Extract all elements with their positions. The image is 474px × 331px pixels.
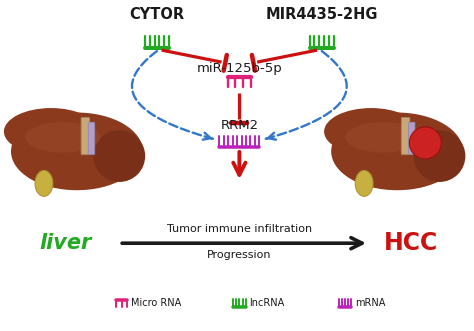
Ellipse shape: [324, 108, 418, 155]
Text: HCC: HCC: [384, 231, 438, 255]
Ellipse shape: [4, 108, 98, 155]
Ellipse shape: [93, 130, 145, 182]
Text: Tumor immune infiltration: Tumor immune infiltration: [167, 224, 312, 234]
Text: RRM2: RRM2: [220, 118, 258, 132]
Text: MIR4435-2HG: MIR4435-2HG: [265, 7, 378, 22]
Text: Micro RNA: Micro RNA: [131, 298, 181, 308]
FancyBboxPatch shape: [81, 118, 90, 155]
Ellipse shape: [414, 130, 465, 182]
FancyBboxPatch shape: [409, 122, 415, 155]
Text: mRNA: mRNA: [355, 298, 385, 308]
Text: lncRNA: lncRNA: [249, 298, 284, 308]
Text: miR-125b-5p: miR-125b-5p: [197, 62, 282, 75]
Text: liver: liver: [39, 233, 91, 253]
Ellipse shape: [345, 122, 420, 153]
Text: Progression: Progression: [207, 250, 272, 260]
Ellipse shape: [35, 170, 53, 196]
Circle shape: [410, 127, 441, 159]
Ellipse shape: [355, 170, 373, 196]
FancyBboxPatch shape: [88, 122, 95, 155]
Ellipse shape: [11, 113, 143, 190]
Text: CYTOR: CYTOR: [129, 7, 184, 22]
Ellipse shape: [331, 113, 463, 190]
Ellipse shape: [25, 122, 100, 153]
FancyBboxPatch shape: [401, 118, 410, 155]
